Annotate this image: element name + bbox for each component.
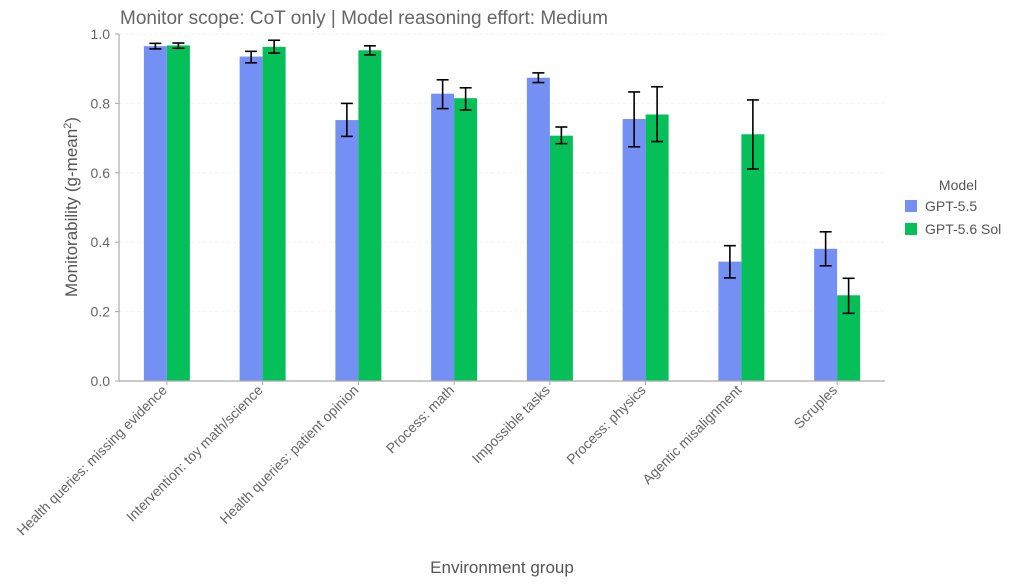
x-tick-labels: Health queries: missing evidenceInterven… — [13, 382, 840, 539]
y-axis-label: Monitorability (g-mean2) — [62, 117, 81, 297]
x-axis-label: Environment group — [430, 558, 574, 577]
bar — [454, 98, 478, 381]
y-tick-label: 0.4 — [91, 234, 111, 250]
x-tick-label: Impossible tasks — [469, 382, 553, 466]
x-tick-label: Agentic misalignment — [639, 382, 744, 487]
legend-label: GPT-5.5 — [925, 198, 977, 214]
bar — [431, 93, 455, 382]
x-tick-label: Process: math — [383, 382, 458, 457]
legend: Model GPT-5.5 GPT-5.6 Sol — [905, 177, 1001, 237]
bar — [239, 56, 263, 382]
bar — [166, 45, 190, 382]
bars-layer — [143, 45, 861, 382]
y-tick-label: 0.6 — [91, 165, 111, 181]
bar — [143, 46, 167, 382]
x-tick-label: Process: physics — [563, 382, 649, 468]
y-tick-label: 1.0 — [91, 26, 111, 42]
y-axis-label-superscript: 2 — [62, 123, 74, 129]
x-tick-label: Health queries: missing evidence — [13, 382, 170, 539]
legend-title: Model — [939, 177, 977, 193]
bar — [814, 248, 838, 381]
bar — [549, 135, 573, 381]
legend-items: GPT-5.5 GPT-5.6 Sol — [905, 198, 1001, 237]
legend-swatch — [905, 223, 917, 235]
bar — [335, 120, 359, 381]
bar — [645, 114, 669, 381]
x-tick-label: Scruples — [790, 382, 840, 432]
bar — [526, 77, 550, 382]
grid-layer — [119, 33, 885, 313]
bar — [718, 261, 742, 381]
y-tick-labels: 0.0 0.2 0.4 0.6 0.8 1.0 — [91, 26, 111, 389]
bar — [622, 119, 646, 381]
y-tick-label: 0.8 — [91, 95, 111, 111]
legend-label: GPT-5.6 Sol — [925, 221, 1001, 237]
axes-layer — [115, 33, 885, 385]
bar — [262, 46, 286, 382]
bar — [837, 295, 861, 381]
errors-layer — [149, 39, 855, 315]
chart-title: Monitor scope: CoT only | Model reasonin… — [120, 8, 608, 29]
bar — [741, 134, 765, 381]
legend-swatch — [905, 200, 917, 212]
y-tick-label: 0.2 — [91, 304, 111, 320]
bar — [358, 50, 382, 382]
y-tick-label: 0.0 — [91, 373, 111, 389]
